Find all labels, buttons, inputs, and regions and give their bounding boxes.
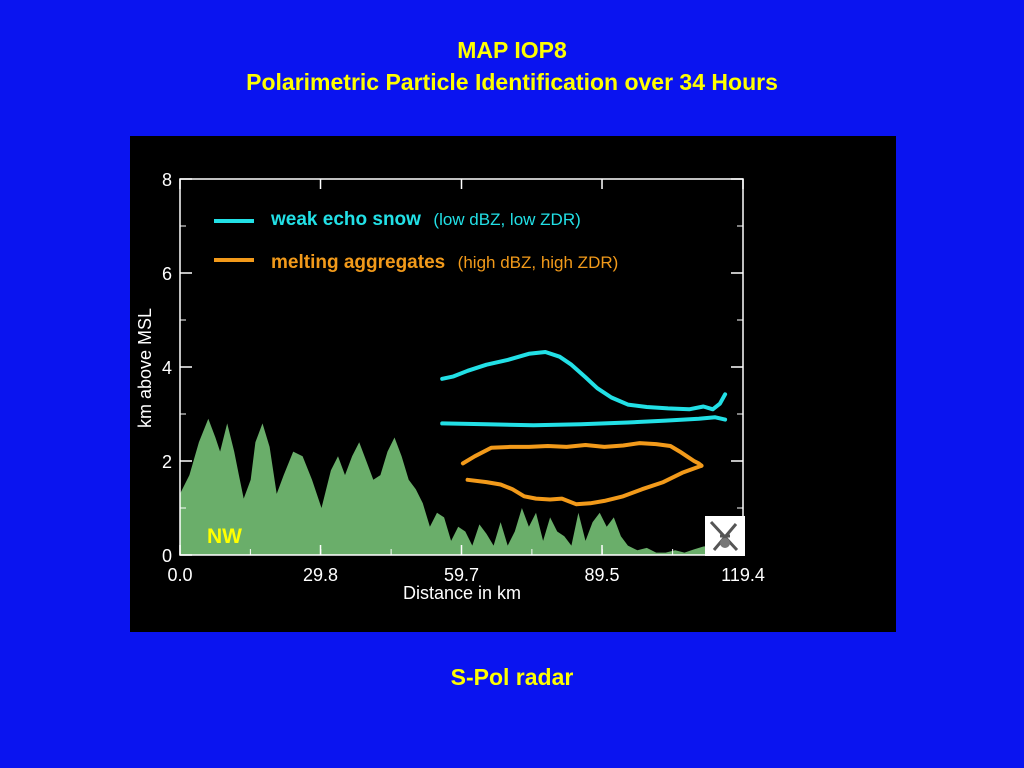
svg-text:melting aggregates (hi: melting aggregates (high dBZ, high ZDR)	[271, 252, 618, 273]
legend-detail-melting-aggregates: (high dBZ, high ZDR)	[458, 253, 619, 272]
legend-label-melting-aggregates: melting aggregates	[271, 252, 445, 273]
radar-antenna-icon	[705, 516, 745, 556]
x-axis-label: Distance in km	[403, 583, 521, 603]
y-tick-label: 2	[162, 452, 172, 472]
x-tick-label: 89.5	[584, 565, 619, 585]
series-line-melting-aggregates-lower-boundary	[465, 463, 704, 507]
terrain-area	[180, 418, 726, 555]
series-line-weak-echo-snow-lower-boundary	[440, 415, 728, 428]
cross-section-chart: 0.0 29.8 59.7 89.5 119.4 0 2 4 6 8 km above MSL D…	[135, 170, 765, 603]
title-line-1: MAP IOP8	[457, 37, 567, 63]
legend-detail-weak-echo-snow: (low dBZ, low ZDR)	[433, 210, 580, 229]
figure-panel: 0.0 29.8 59.7 89.5 119.4 0 2 4 6 8 km above MSL D…	[130, 136, 896, 632]
x-tick-label: 29.8	[303, 565, 338, 585]
y-tick-label: 8	[162, 170, 172, 190]
slide-caption: S-Pol radar	[450, 664, 574, 690]
y-axis-label: km above MSL	[135, 308, 155, 428]
y-tick-label: 4	[162, 358, 172, 378]
title-line-2: Polarimetric Particle Identification ove…	[246, 69, 778, 95]
x-tick-label: 119.4	[721, 565, 765, 585]
y-tick-label: 6	[162, 264, 172, 284]
slide-title: MAP IOP8 Polarimetric Particle Identific…	[0, 34, 1024, 98]
series-line-melting-aggregates-upper-boundary	[460, 441, 704, 468]
legend: weak echo snow (low dBZ, low ZDR) meltin…	[214, 209, 618, 273]
x-tick-label: 0.0	[167, 565, 192, 585]
series-line-weak-echo-snow-upper-boundary	[440, 350, 728, 412]
svg-text:weak echo snow (low dB: weak echo snow (low dBZ, low ZDR)	[270, 209, 581, 230]
direction-label: NW	[207, 525, 242, 548]
y-tick-label: 0	[162, 546, 172, 566]
legend-label-weak-echo-snow: weak echo snow	[270, 209, 421, 230]
x-tick-label: 59.7	[444, 565, 479, 585]
